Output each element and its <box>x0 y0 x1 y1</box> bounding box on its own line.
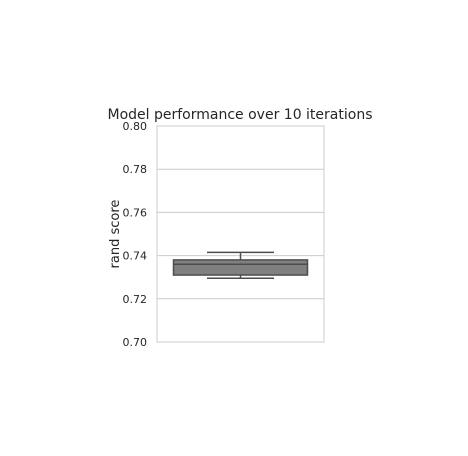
y-tick-label-1: 0.72 <box>123 293 148 306</box>
y-tick-label-0: 0.70 <box>123 336 148 349</box>
plot-area-frame <box>156 125 325 343</box>
grid-lines <box>157 125 324 343</box>
box-series <box>172 251 309 280</box>
y-tick-label-4: 0.78 <box>123 163 148 176</box>
y-tick-label-5: 0.80 <box>123 120 148 133</box>
y-tick-labels: 0.70 0.72 0.74 0.76 0.78 0.80 <box>123 120 148 349</box>
y-tick-label-2: 0.74 <box>123 250 148 263</box>
box-iqr <box>172 259 309 276</box>
y-axis-label: rand score <box>108 200 123 269</box>
chart-title: Model performance over 10 iterations <box>108 107 373 123</box>
y-tick-label-3: 0.76 <box>123 206 148 219</box>
